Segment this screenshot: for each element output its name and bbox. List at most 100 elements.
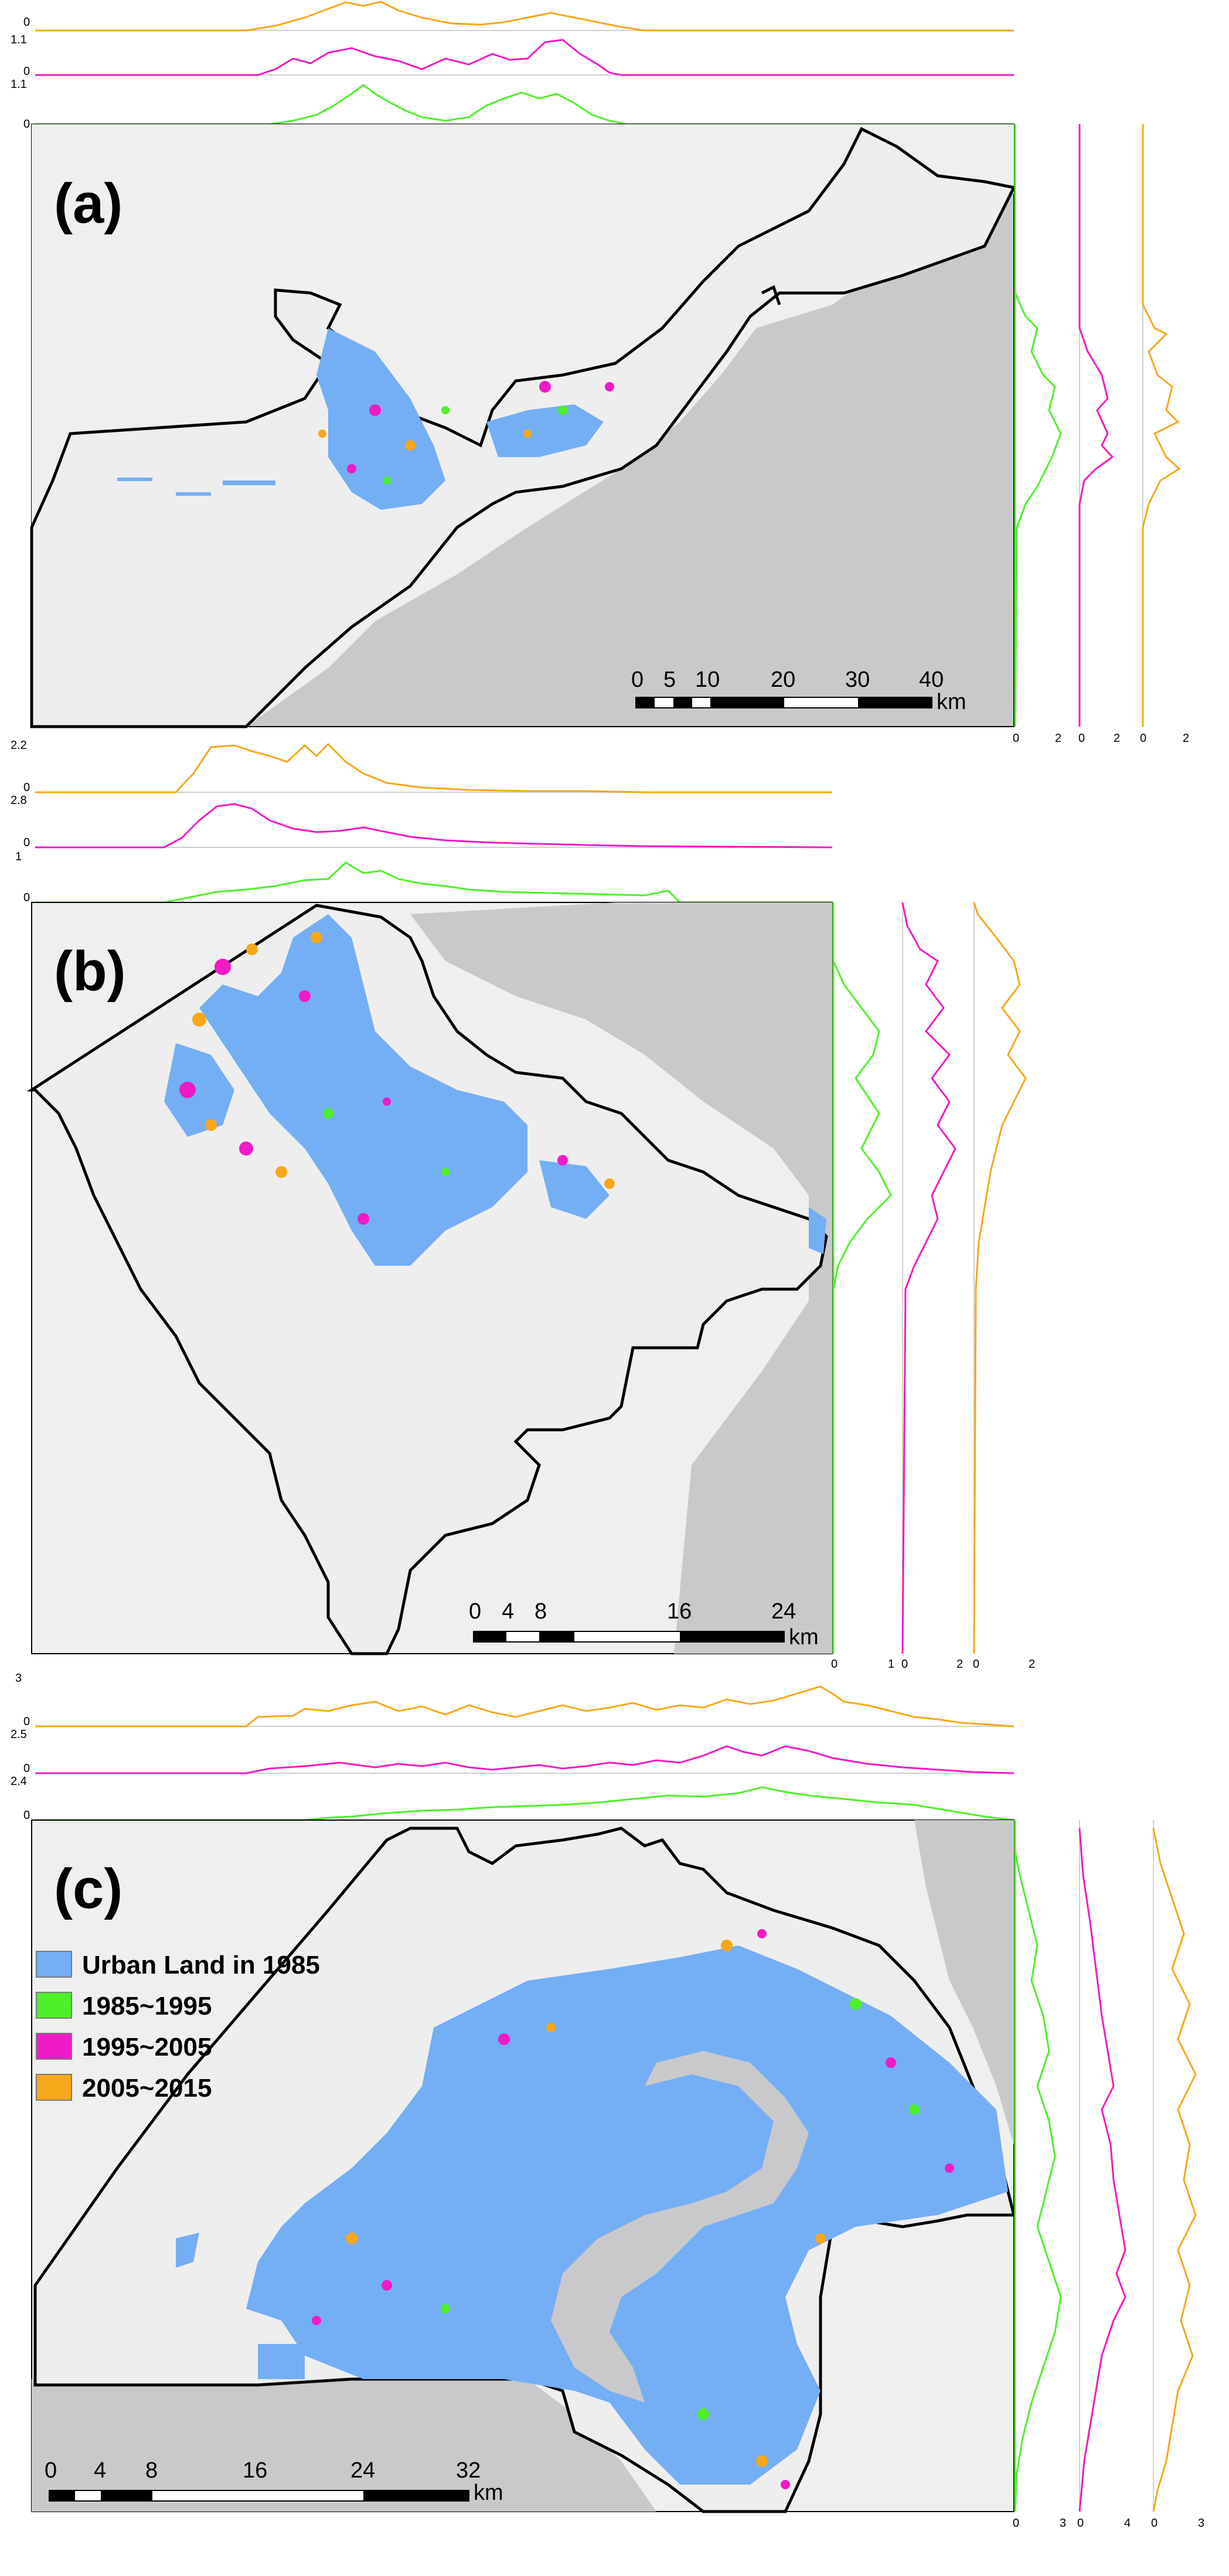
panel-c-scale-16: 16: [243, 2458, 267, 2483]
panel-b-top2-max: 2.8: [11, 794, 27, 807]
panel-a-side-profiles: 0 2 0 2 0 2: [1013, 124, 1189, 745]
panel-b-top3-max: 1: [15, 850, 22, 863]
panel-a-top-profiles: 0 1.1 0 1.1 0: [11, 1, 1014, 131]
legend-swatch-urban-1985: [36, 1951, 72, 1978]
panel-b-side-profiles: 0 1 0 2 0 2: [831, 902, 1035, 1671]
panel-a-scale-30: 30: [845, 667, 870, 692]
panel-c-top1-max: 3: [15, 1672, 22, 1685]
panel-c-scale-24: 24: [350, 2458, 375, 2483]
panel-b-label: (b): [54, 940, 126, 1003]
panel-a-side2-t1: 2: [1114, 732, 1120, 745]
panel-b-top-profile-1985-1995: [35, 861, 832, 904]
panel-a-side3-t0: 0: [1140, 732, 1146, 745]
panel-b-side-profile-1985-1995: [832, 960, 892, 1654]
panel-c-top2-zero: 0: [23, 1762, 30, 1775]
panel-b-scale-24: 24: [771, 1599, 796, 1624]
panel-b-side1-t1: 1: [888, 1658, 894, 1671]
panel-b-top-profiles: 2.2 0 2.8 0 1 0: [11, 739, 833, 904]
panel-a-scalebar: 0 5 10 20 30 40 km: [631, 667, 966, 714]
panel-c-top3-zero: 0: [23, 1809, 30, 1822]
panel-b: 2.2 0 2.8 0 1 0: [11, 739, 1035, 1671]
panel-a-side1-t0: 0: [1013, 732, 1019, 745]
panel-c-scale-4: 4: [94, 2458, 106, 2483]
panel-c-scale-unit: km: [474, 2480, 503, 2505]
panel-b-side-profile-1995-2005: [901, 902, 956, 1654]
panel-a-scale-10: 10: [695, 667, 720, 692]
panel-a-top3-zero: 0: [23, 118, 30, 131]
panel-c-top-profile-2005-2015: [35, 1685, 1014, 1727]
panel-c-top1-zero: 0: [23, 1715, 30, 1728]
panel-c-scale-32: 32: [456, 2458, 481, 2483]
panel-c-scalebar: 0 4 8 16 24 32 km: [45, 2458, 503, 2505]
panel-c-top2-max: 2.5: [11, 1728, 27, 1741]
panel-b-top1-zero: 0: [23, 781, 30, 794]
panel-c-scale-0: 0: [45, 2458, 57, 2483]
panel-a-side1-t1: 2: [1055, 732, 1061, 745]
panel-c-top3-max: 2.4: [11, 1775, 27, 1788]
legend-label-urban-1985: Urban Land in 1985: [82, 1951, 320, 1979]
panel-a-growth-patches: [318, 381, 614, 485]
panel-b-scale-8: 8: [535, 1599, 547, 1624]
panel-c-side-profile-1995-2005: [1078, 1828, 1126, 2512]
legend-swatch-1985-1995: [36, 1992, 72, 2019]
legend-label-2005-2015: 2005~2015: [82, 2074, 212, 2103]
panel-a-scale-5: 5: [663, 667, 676, 692]
panel-c-side2-t1: 4: [1124, 2517, 1131, 2530]
panel-c-side3-t0: 0: [1151, 2517, 1157, 2530]
panel-c-river: [551, 2051, 809, 2403]
panel-c-water-south: [32, 2379, 656, 2512]
panel-c-label: (c): [54, 1858, 122, 1920]
panel-a: 0 1.1 0 1.1 0: [11, 1, 1189, 745]
panel-b-scale-16: 16: [667, 1599, 692, 1624]
panel-a-top-profile-1995-2005: [35, 39, 1014, 76]
panel-c-side1-t0: 0: [1013, 2517, 1019, 2530]
panel-c-top-profiles: 3 0 2.5 0 2.4 0: [11, 1672, 1014, 1822]
panel-b-top2-zero: 0: [23, 836, 30, 849]
panel-c-water-east: [914, 1820, 1014, 2145]
panel-a-scale-40: 40: [919, 667, 944, 692]
panel-b-side2-t1: 2: [956, 1658, 963, 1671]
panel-a-side-profile-1995-2005: [1078, 124, 1114, 727]
panel-b-top3-zero: 0: [23, 891, 30, 904]
panel-c: 3 0 2.5 0 2.4 0: [11, 1672, 1204, 2530]
legend-label-1985-1995: 1985~1995: [82, 1992, 212, 2020]
panel-a-top2-zero: 0: [23, 65, 30, 78]
panel-c-top-profile-1995-2005: [35, 1745, 1014, 1774]
panel-b-scale-4: 4: [502, 1599, 514, 1624]
panel-c-side-profile-1985-1995: [1014, 1851, 1062, 2512]
panel-a-scale-20: 20: [771, 667, 795, 692]
panel-a-side-profile-2005-2015: [1142, 124, 1181, 727]
panel-a-map: (a) 0 5 10 20 30 40 km: [30, 124, 1016, 728]
panel-c-side3-t1: 3: [1198, 2517, 1204, 2530]
panel-b-side3-t0: 0: [973, 1658, 979, 1671]
panel-b-scale-0: 0: [469, 1599, 481, 1624]
panel-a-scale-0: 0: [631, 667, 644, 692]
panel-c-side-profiles: 0 3 0 4 0 3: [1013, 1820, 1204, 2530]
panel-b-top-profile-1995-2005: [35, 803, 833, 849]
legend-swatch-2005-2015: [36, 2074, 72, 2101]
panel-a-side3-t1: 2: [1183, 732, 1189, 745]
panel-a-top3-max: 1.1: [11, 78, 27, 91]
panel-c-side2-t0: 0: [1077, 2517, 1084, 2530]
panel-b-side3-t1: 2: [1029, 1658, 1035, 1671]
panel-c-side-profile-2005-2015: [1152, 1828, 1197, 2512]
panel-c-map: (c) Urban Land in 1985 1985~1995 1995~20…: [31, 1819, 1016, 2513]
panel-b-top1-max: 2.2: [11, 739, 27, 752]
panel-b-top-profile-2005-2015: [35, 742, 832, 793]
panel-b-urban-1985: [164, 914, 826, 1266]
panel-a-label: (a): [54, 172, 122, 235]
panel-a-side2-t0: 0: [1078, 732, 1085, 745]
panel-a-top-profile-1985-1995: [35, 84, 1014, 125]
panel-a-top1-zero: 0: [23, 16, 30, 29]
legend-label-1995-2005: 1995~2005: [82, 2033, 212, 2062]
map-legend: Urban Land in 1985 1985~1995 1995~2005 2…: [36, 1951, 320, 2103]
panel-b-side-profile-2005-2015: [973, 902, 1027, 1654]
panel-c-urban-1985: [176, 1945, 1008, 2485]
panel-b-scalebar: 0 4 8 16 24 km: [469, 1599, 819, 1650]
panel-b-growth-patches: [179, 932, 615, 1225]
legend-swatch-1995-2005: [36, 2033, 72, 2060]
panel-b-scale-unit: km: [789, 1625, 819, 1650]
panel-c-side1-t1: 3: [1060, 2517, 1066, 2530]
panel-a-side-profile-1985-1995: [1014, 292, 1062, 727]
